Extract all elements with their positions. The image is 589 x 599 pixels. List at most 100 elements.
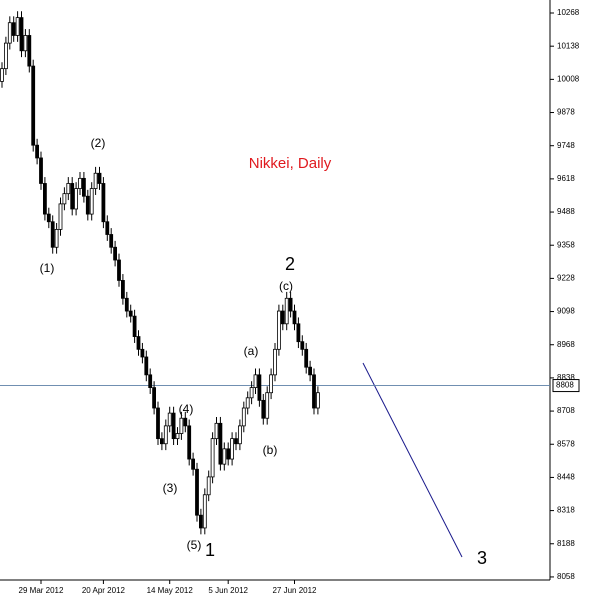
y-tick-label: 8448 (557, 473, 575, 482)
candle-body (152, 387, 157, 409)
candle-body (39, 157, 43, 184)
y-tick-label: 8318 (557, 506, 575, 515)
candle-body (148, 374, 153, 389)
candle-body (74, 188, 78, 210)
candle-body (117, 259, 121, 281)
y-tick-label: 8188 (557, 539, 575, 548)
candle-body (11, 22, 16, 36)
wave-label: (1) (40, 261, 55, 275)
candle-body (7, 22, 12, 44)
candle-body (89, 188, 94, 215)
wave-label: 2 (285, 254, 295, 274)
candle-body (234, 438, 238, 445)
wave-label: (2) (91, 136, 106, 150)
candle-body (46, 213, 51, 223)
candle-body (15, 17, 20, 36)
candle-body (66, 183, 71, 195)
candle-body (269, 374, 274, 394)
candle-body (124, 297, 129, 312)
y-tick-label: 10138 (557, 41, 580, 50)
candle-body (144, 356, 149, 376)
candle-body (121, 280, 125, 299)
y-tick-label: 9228 (557, 273, 575, 282)
candle-body (300, 341, 305, 350)
wave-label: (a) (244, 344, 259, 358)
candle-body (4, 42, 8, 70)
y-tick-label: 9878 (557, 108, 575, 117)
candle-body (202, 494, 207, 529)
candle-body (58, 203, 63, 230)
candle-body (156, 407, 160, 440)
y-tick-label: 9748 (557, 141, 575, 150)
y-tick-label: 10268 (557, 8, 580, 17)
y-tick-label: 9098 (557, 307, 575, 316)
candle-body (292, 310, 297, 325)
candle-body (249, 387, 254, 399)
wave-label: (3) (163, 481, 178, 495)
candle-body (113, 246, 117, 261)
candle-body (23, 35, 28, 52)
candle-body (210, 438, 215, 478)
candle-body (273, 348, 277, 376)
wave-label: 1 (205, 540, 215, 560)
candle-body (280, 310, 285, 325)
candle-body (214, 422, 219, 440)
y-tick-label: 8968 (557, 340, 575, 349)
candle-body (265, 392, 270, 419)
candle-body (82, 177, 86, 197)
candle-body (19, 17, 24, 52)
candle-body (226, 448, 231, 460)
y-tick-label: 8708 (557, 406, 575, 415)
x-tick-label: 5 Jun 2012 (208, 586, 248, 595)
candle-body (206, 476, 211, 496)
candle-body (132, 315, 137, 337)
candle-body (195, 468, 199, 516)
candle-body (171, 412, 176, 440)
candle-body (35, 144, 39, 159)
candle-body (27, 35, 32, 67)
candle-body (276, 310, 281, 350)
candle-body (85, 195, 90, 215)
candle-body (43, 183, 47, 215)
candle-body (78, 177, 82, 189)
y-tick-label: 8838 (557, 373, 575, 382)
wave-label: 3 (477, 548, 487, 568)
candle-body (187, 425, 192, 460)
candle-body (136, 336, 141, 350)
candle-body (198, 514, 203, 529)
candle-body (140, 348, 145, 358)
candle-body (222, 448, 227, 465)
candle-body (284, 297, 289, 325)
candle-body (50, 221, 55, 248)
candle-body (183, 417, 188, 427)
candle-body (241, 407, 246, 427)
candle-body (0, 68, 4, 82)
wave-label: (b) (263, 443, 278, 457)
candle-body (230, 438, 235, 460)
candle-body (31, 65, 36, 146)
candle-body (97, 172, 102, 184)
wave-label: (c) (279, 279, 293, 293)
candle-body (105, 221, 110, 235)
y-tick-label: 8578 (557, 439, 575, 448)
candle-body (179, 417, 184, 434)
y-tick-label: 10008 (557, 74, 580, 83)
candle-body (101, 183, 106, 223)
candle-body (191, 458, 196, 470)
y-tick-label: 8058 (557, 572, 575, 581)
candle-body (315, 392, 320, 409)
x-tick-label: 14 May 2012 (147, 586, 194, 595)
candle-body (261, 399, 266, 419)
wave-label: (5) (187, 538, 202, 552)
candle-body (93, 172, 98, 189)
candle-body (308, 366, 313, 376)
candle-body (257, 374, 262, 401)
candle-body (70, 183, 75, 210)
price-box (552, 379, 580, 393)
candle-body (253, 374, 258, 389)
candle-body (237, 425, 242, 445)
y-tick-label: 9488 (557, 207, 575, 216)
candle-body (167, 412, 172, 427)
candle-body (175, 433, 180, 440)
